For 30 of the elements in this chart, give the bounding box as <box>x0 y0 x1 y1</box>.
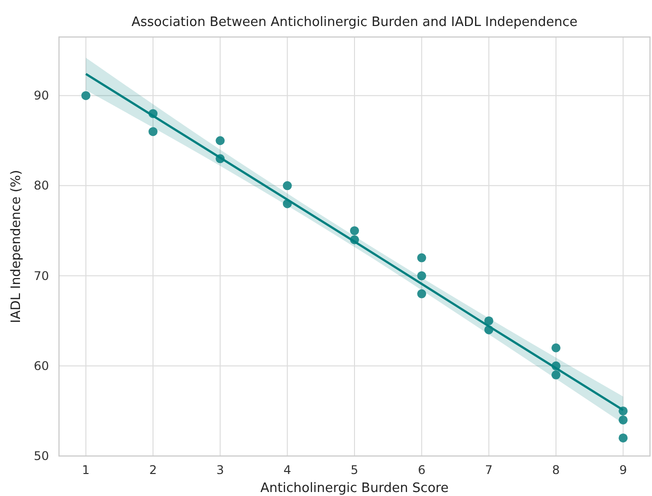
x-tick-label: 9 <box>619 463 627 477</box>
point <box>148 127 158 136</box>
point <box>417 289 426 298</box>
x-tick-label: 1 <box>82 463 90 477</box>
x-tick-label: 6 <box>418 463 426 477</box>
point <box>216 136 225 146</box>
point <box>417 253 426 262</box>
point <box>618 415 628 424</box>
x-tick-label: 3 <box>216 463 224 477</box>
y-tick-label: 70 <box>34 268 49 283</box>
x-tick-label: 8 <box>552 463 560 477</box>
point <box>484 316 494 326</box>
point <box>350 226 359 236</box>
chart-title: Association Between Anticholinergic Burden and IADL Independence <box>131 15 578 30</box>
y-tick-label: 60 <box>34 358 49 373</box>
x-tick-label: 2 <box>149 463 157 477</box>
x-tick-label: 5 <box>350 463 358 477</box>
point <box>282 181 292 190</box>
x-tick-label: 7 <box>485 463 493 477</box>
point <box>551 343 560 352</box>
y-tick-label: 80 <box>34 178 49 193</box>
y-tick-label: 50 <box>34 449 49 463</box>
point <box>551 370 560 380</box>
point <box>618 433 628 442</box>
x-tick-label: 4 <box>284 463 292 477</box>
point <box>417 271 426 280</box>
y-tick-label: 90 <box>34 88 49 103</box>
point <box>81 91 90 100</box>
y-axis-title: IADL Independence (%) <box>9 170 24 324</box>
x-axis-title: Anticholinergic Burden Score <box>260 481 449 496</box>
